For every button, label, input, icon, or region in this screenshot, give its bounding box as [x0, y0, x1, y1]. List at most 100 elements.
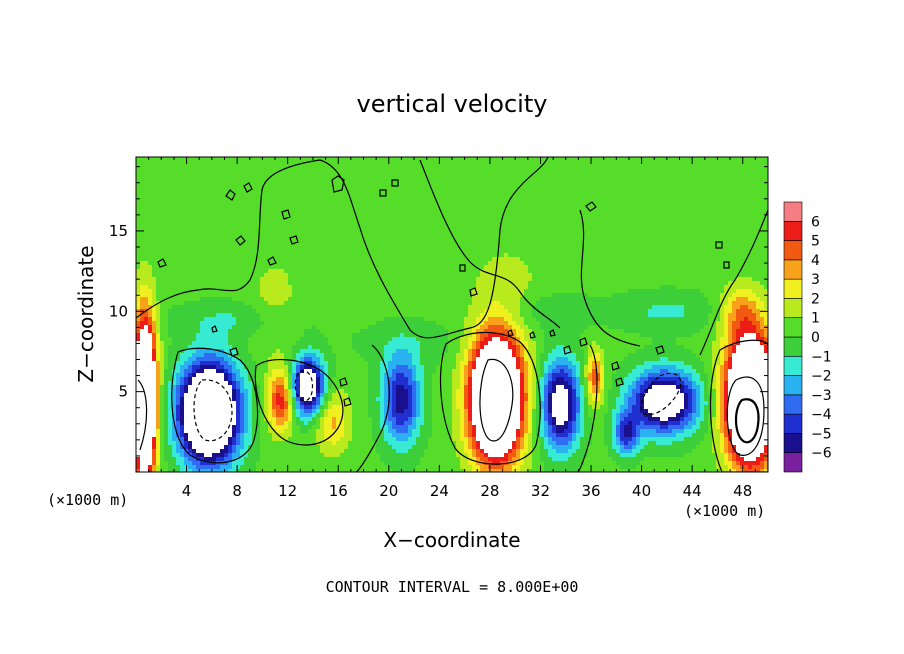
heatmap-cell: [732, 305, 740, 309]
heatmap-cell: [424, 381, 432, 385]
heatmap-cell: [352, 429, 372, 433]
heatmap-cell: [300, 405, 304, 409]
heatmap-cell: [140, 313, 148, 317]
heatmap-cell: [268, 377, 276, 381]
heatmap-cell: [588, 373, 592, 377]
heatmap-cell: [688, 385, 692, 389]
heatmap-cell: [232, 381, 236, 385]
heatmap-cell: [192, 369, 196, 373]
heatmap-cell: [184, 445, 188, 449]
heatmap-cell: [228, 341, 248, 345]
heatmap-cell: [324, 365, 328, 369]
heatmap-cell: [536, 405, 540, 409]
heatmap-cell: [568, 457, 584, 461]
heatmap-cell: [520, 369, 524, 373]
heatmap-cell: [416, 365, 424, 369]
heatmap-cell: [692, 333, 716, 337]
heatmap-cell: [584, 365, 588, 369]
heatmap-cell: [520, 385, 524, 389]
heatmap-cell: [136, 161, 768, 165]
heatmap-cell: [544, 409, 548, 413]
heatmap-cell: [300, 377, 316, 381]
heatmap-cell: [744, 333, 756, 337]
heatmap-cell: [620, 425, 624, 429]
heatmap-cell: [528, 345, 536, 349]
heatmap-cell: [452, 425, 460, 429]
heatmap-cell: [748, 317, 756, 321]
heatmap-cell: [156, 437, 160, 441]
heatmap-cell: [180, 429, 184, 433]
heatmap-cell: [600, 369, 604, 373]
heatmap-cell: [180, 357, 188, 361]
heatmap-cell: [408, 449, 424, 453]
heatmap-cell: [304, 421, 308, 425]
heatmap-cell: [272, 397, 276, 401]
heatmap-cell: [152, 293, 156, 297]
heatmap-cell: [732, 453, 736, 457]
heatmap-cell: [276, 385, 284, 389]
heatmap-cell: [660, 417, 668, 421]
heatmap-cell: [352, 417, 372, 421]
heatmap-cell: [600, 405, 608, 409]
heatmap-cell: [640, 405, 644, 409]
heatmap-cell: [544, 389, 548, 393]
heatmap-cell: [460, 369, 464, 373]
heatmap-cell: [604, 361, 620, 365]
heatmap-cell: [680, 417, 684, 421]
heatmap-cell: [480, 449, 484, 453]
heatmap-cell: [180, 381, 184, 385]
heatmap-cell: [728, 425, 768, 429]
heatmap-cell: [352, 421, 372, 425]
heatmap-cell: [384, 377, 388, 381]
heatmap-cell: [236, 361, 244, 365]
heatmap-cell: [540, 441, 544, 445]
heatmap-cell: [628, 421, 632, 425]
heatmap-cell: [316, 353, 324, 357]
heatmap-cell: [392, 353, 412, 357]
heatmap-cell: [316, 385, 320, 389]
heatmap-cell: [460, 465, 472, 469]
heatmap-cell: [452, 393, 456, 397]
heatmap-cell: [276, 413, 284, 417]
heatmap-cell: [524, 377, 528, 381]
heatmap-cell: [328, 341, 352, 345]
heatmap-cell: [732, 301, 756, 305]
heatmap-cell: [576, 353, 584, 357]
heatmap-cell: [536, 425, 540, 429]
heatmap-cell: [724, 421, 728, 425]
heatmap-cell: [156, 425, 160, 429]
heatmap-cell: [588, 445, 608, 449]
heatmap-cell: [232, 457, 236, 461]
heatmap-cell: [480, 313, 512, 317]
heatmap-cell: [256, 369, 268, 373]
heatmap-cell: [616, 413, 620, 417]
heatmap-cell: [272, 369, 284, 373]
zero-contour-line: [699, 209, 768, 356]
heatmap-cell: [204, 457, 216, 461]
heatmap-cell: [228, 369, 232, 373]
heatmap-cell: [396, 349, 408, 353]
heatmap-cell: [732, 457, 736, 461]
heatmap-cell: [572, 421, 576, 425]
heatmap-cell: [712, 373, 716, 377]
heatmap-cell: [160, 321, 168, 325]
heatmap-cell: [300, 381, 316, 385]
heatmap-cell: [528, 389, 532, 393]
heatmap-cell: [236, 377, 244, 381]
heatmap-cell: [584, 385, 588, 389]
heatmap-cell: [520, 313, 532, 317]
heatmap-cell: [696, 417, 704, 421]
heatmap-cell: [676, 285, 724, 289]
heatmap-cell: [420, 413, 424, 417]
heatmap-cell: [292, 361, 296, 365]
heatmap-cell: [336, 373, 368, 377]
heatmap-cell: [156, 433, 160, 437]
heatmap-cell: [688, 377, 692, 381]
heatmap-cell: [728, 369, 768, 373]
heatmap-cell: [192, 469, 228, 472]
heatmap-cell: [140, 261, 148, 265]
heatmap-cell: [728, 353, 732, 357]
heatmap-field: [136, 157, 768, 472]
heatmap-cell: [260, 289, 292, 293]
heatmap-cell: [724, 361, 728, 365]
